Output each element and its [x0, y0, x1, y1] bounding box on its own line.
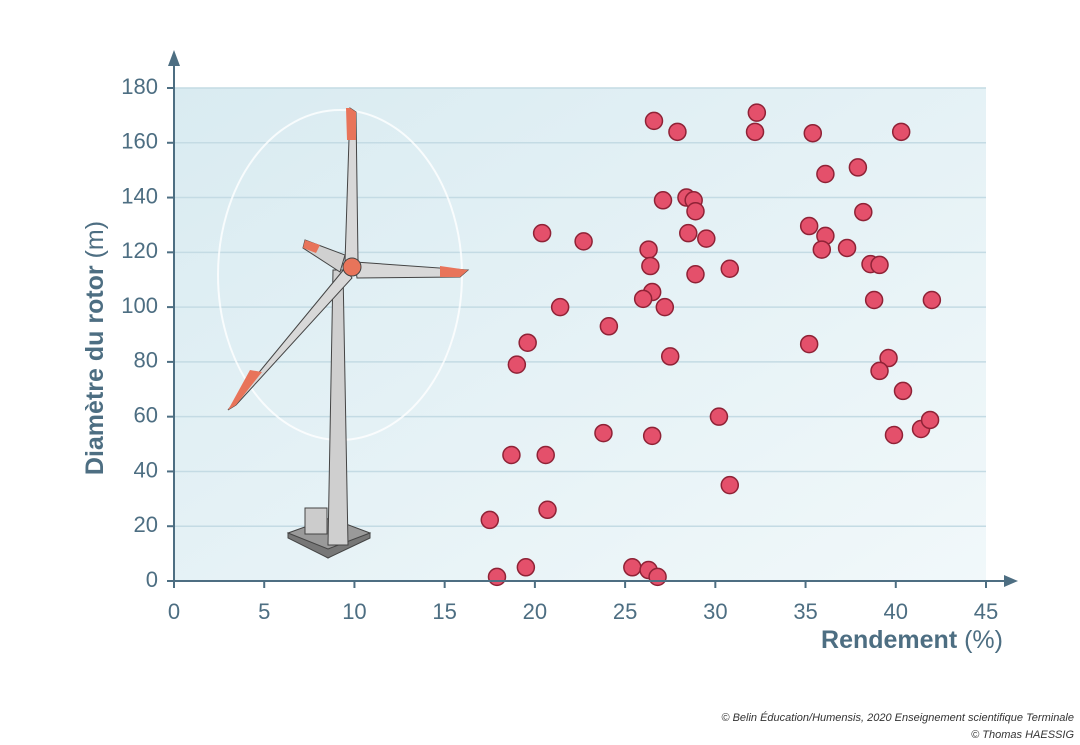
point — [480, 510, 500, 530]
point — [644, 111, 664, 131]
y-tick-label: 180 — [121, 74, 158, 99]
point — [812, 240, 832, 259]
point — [507, 355, 527, 374]
point — [745, 122, 765, 142]
y-tick-label: 100 — [121, 293, 158, 318]
point — [487, 567, 507, 587]
y-unit: (m) — [81, 221, 109, 258]
point — [884, 425, 904, 445]
x-tick-label: 20 — [523, 599, 547, 624]
y-label: Diamètre du rotor — [81, 265, 109, 475]
x-tick-label: 25 — [613, 599, 637, 624]
point — [679, 223, 698, 243]
x-label: Rendement — [821, 626, 958, 654]
point — [891, 122, 911, 142]
point — [633, 289, 653, 309]
x-tick-label: 15 — [432, 599, 456, 624]
y-tick-label: 80 — [134, 348, 158, 373]
point — [854, 202, 873, 222]
point — [536, 445, 555, 465]
point — [816, 164, 835, 184]
y-tick-label: 60 — [134, 402, 158, 427]
y-tick-label: 120 — [121, 238, 158, 263]
point — [709, 407, 729, 426]
point — [870, 255, 889, 275]
point — [648, 567, 667, 587]
point — [686, 202, 705, 221]
point — [655, 297, 675, 317]
x-axis-title: Rendement (%) — [821, 626, 1003, 654]
point — [893, 381, 913, 401]
point — [799, 216, 819, 236]
point — [550, 297, 570, 317]
point — [720, 475, 740, 495]
point — [538, 500, 557, 520]
point — [920, 410, 940, 430]
point — [574, 232, 593, 251]
axes — [168, 50, 1018, 587]
point — [516, 558, 536, 577]
x-tick-label: 30 — [703, 599, 727, 624]
point — [660, 347, 680, 366]
point — [502, 445, 521, 465]
x-axis-arrow — [1004, 575, 1018, 587]
point — [641, 256, 660, 276]
point — [848, 158, 868, 177]
point — [922, 290, 942, 310]
point — [594, 423, 613, 443]
point — [799, 334, 819, 354]
x-unit: (%) — [964, 626, 1003, 654]
point — [686, 264, 705, 284]
x-tick-label: 40 — [884, 599, 908, 624]
point — [599, 317, 619, 336]
turbine-illustration — [217, 107, 470, 559]
point — [653, 191, 673, 210]
x-tick-label: 35 — [793, 599, 817, 624]
marks — [480, 103, 942, 587]
credit: © Belin Éducation/Humensis, 2020 Enseign… — [721, 711, 1074, 724]
y-tick-label: 40 — [134, 457, 158, 482]
point — [668, 122, 687, 142]
y-axis-arrow — [168, 50, 180, 66]
y-tick-label: 160 — [121, 129, 158, 154]
point — [697, 229, 716, 248]
point — [532, 223, 552, 243]
point — [623, 558, 642, 577]
point — [879, 348, 898, 368]
point — [864, 290, 884, 310]
point — [720, 259, 740, 279]
x-tick-label: 45 — [974, 599, 998, 624]
x-tick-label: 5 — [258, 599, 270, 624]
point — [642, 426, 662, 446]
point — [639, 240, 658, 259]
x-tick-label: 0 — [168, 599, 180, 624]
point — [870, 361, 889, 381]
point — [747, 103, 767, 122]
y-tick-label: 140 — [121, 183, 158, 208]
y-axis-title: Diamètre du rotor (m) — [81, 221, 109, 475]
y-tick-label: 0 — [146, 567, 158, 592]
point — [837, 238, 857, 258]
x-tick-label: 10 — [342, 599, 366, 624]
credit: © Thomas HAESSIG — [971, 729, 1074, 741]
y-tick-label: 20 — [134, 512, 158, 537]
point — [803, 123, 823, 143]
point — [518, 333, 537, 352]
